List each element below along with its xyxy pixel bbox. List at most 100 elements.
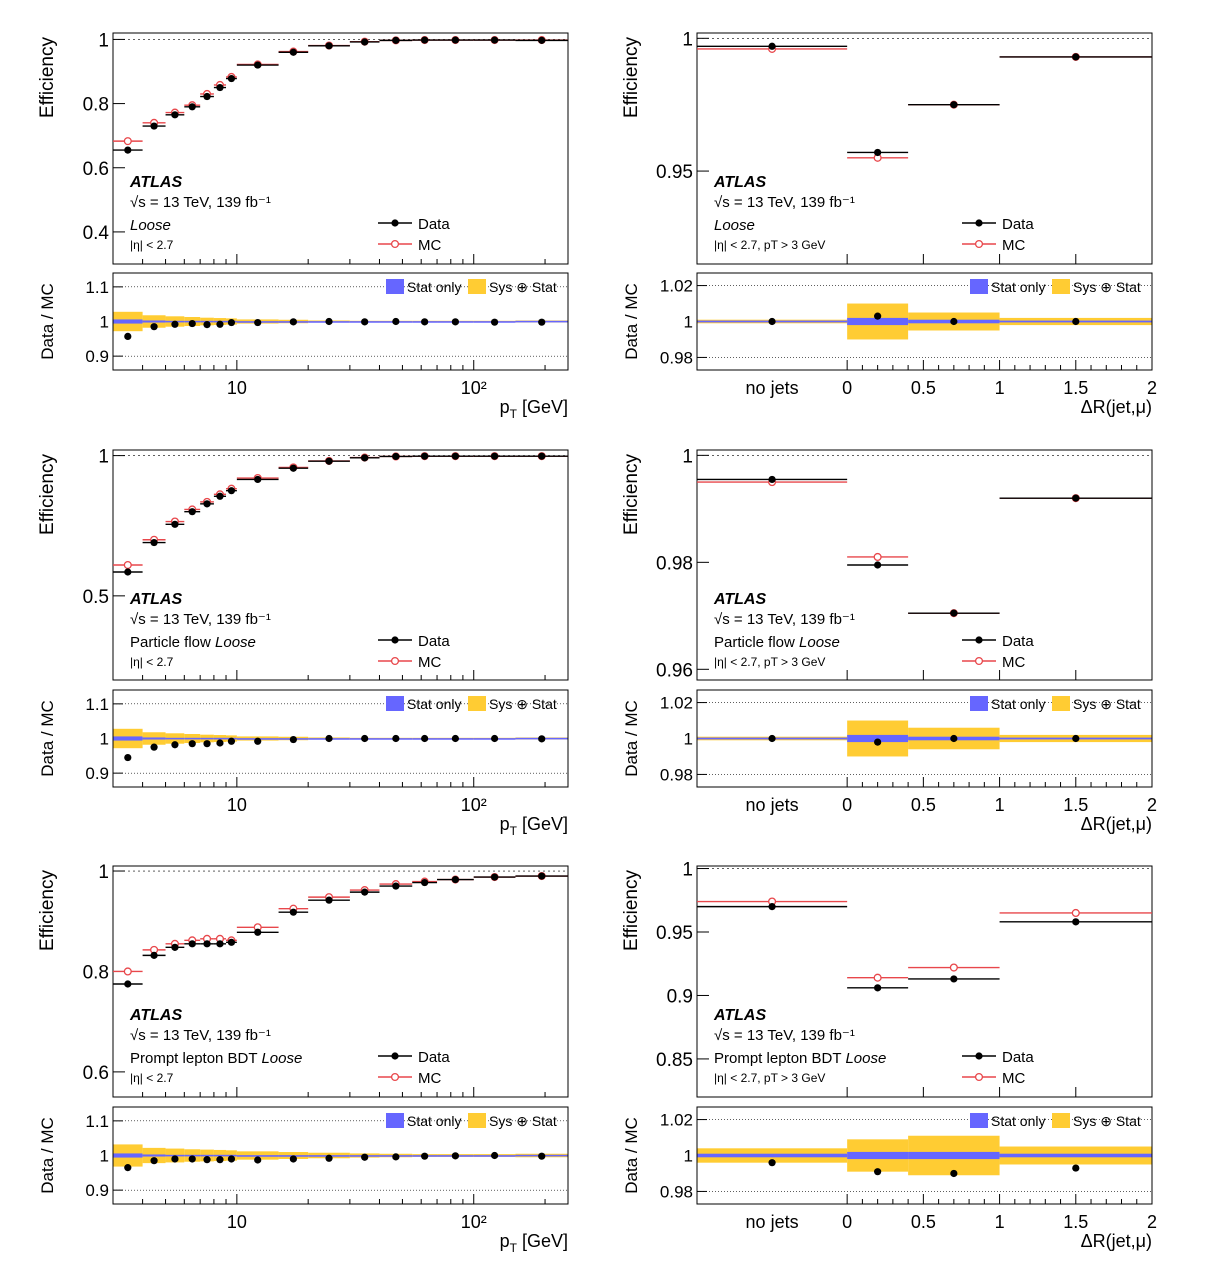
ratio-y-tick-label: 1.1: [85, 695, 109, 714]
ratio-point: [361, 318, 369, 326]
ratio-point: [188, 1155, 196, 1163]
ratio-point: [538, 1152, 546, 1160]
ratio-point: [171, 320, 179, 328]
ratio-point: [203, 740, 211, 748]
ratio-frame-outline: [112, 1106, 569, 1205]
ratio-point: [451, 1152, 459, 1160]
data-point: [874, 148, 882, 157]
data-point: [538, 452, 546, 460]
ratio-panel: 0.98 1 1.02 Data / MC Stat only Sys ⊕ Stat 0 0.…: [622, 272, 1157, 417]
ratio-frame-outline: [696, 689, 1153, 788]
x-tick-label: 0.5: [911, 378, 936, 398]
legend-sys-label: Sys ⊕ Stat: [489, 696, 557, 712]
stat-band: [184, 737, 201, 740]
data-point: [325, 42, 333, 50]
data-point: [874, 561, 882, 569]
legend-sys-swatch: [1052, 696, 1070, 711]
y-axis-title: Efficiency: [37, 37, 58, 118]
legend-mc-marker: [974, 1072, 984, 1082]
legend-stat-swatch: [386, 279, 404, 294]
y-tick-label: 1: [98, 447, 109, 468]
legend-sys-swatch: [468, 1113, 486, 1128]
selection-label: Prompt lepton BDT Loose: [130, 1050, 302, 1067]
ratio-point: [451, 734, 459, 743]
legend-stat-label: Stat only: [407, 1113, 461, 1129]
y-tick-label: 0.98: [656, 553, 693, 574]
ratio-point: [150, 1157, 158, 1165]
energy-label: √s = 13 TeV, 139 fb⁻¹: [714, 194, 855, 211]
legend-data-marker: [391, 1052, 399, 1060]
legend-data-label: Data: [1002, 633, 1034, 650]
stat-band: [847, 317, 909, 326]
data-point: [361, 38, 369, 46]
ratio-y-tick-label: 0.98: [660, 348, 693, 367]
y-tick-label: 0.96: [656, 660, 693, 681]
cut-label: |η| < 2.7: [130, 1071, 174, 1085]
ratio-y-tick-label: 0.98: [660, 1182, 693, 1201]
ratio-frame-outline: [112, 272, 569, 371]
cut-label: |η| < 2.7, pT > 3 GeV: [714, 1071, 825, 1085]
ratio-point: [490, 734, 499, 743]
ratio-y-tick-label: 1.02: [660, 277, 693, 296]
ratio-frame-outline: [696, 1106, 1153, 1205]
y-axis-title: Efficiency: [37, 454, 58, 535]
ratio-point: [1072, 734, 1080, 743]
cut-label: |η| < 2.7: [130, 238, 174, 252]
data-point: [289, 464, 297, 472]
data-point: [124, 980, 132, 988]
ratio-point: [203, 1156, 211, 1164]
ratio-point: [490, 1151, 499, 1160]
ratio-point: [188, 319, 196, 328]
ratio-panel: 0.98 1 1.02 Data / MC Stat only Sys ⊕ Stat 0 0.…: [622, 689, 1157, 834]
ratio-point: [216, 739, 224, 747]
data-point: [203, 500, 211, 508]
legend-sys-swatch: [468, 279, 486, 294]
y-axis-title: Efficiency: [621, 870, 642, 951]
ratio-y-axis-title: Data / MC: [622, 700, 641, 777]
y-tick-label: 1: [98, 862, 109, 883]
data-point: [538, 872, 546, 880]
energy-label: √s = 13 TeV, 139 fb⁻¹: [130, 1027, 271, 1044]
ratio-point: [421, 734, 429, 743]
stat-band: [213, 1154, 227, 1157]
data-point: [254, 928, 262, 936]
stat-band: [200, 1154, 214, 1157]
ratio-point: [950, 317, 958, 326]
x-axis-title: ΔR(jet,μ): [1081, 397, 1152, 417]
ratio-point: [874, 1168, 882, 1176]
ratio-point: [289, 318, 297, 326]
mc-point: [949, 963, 958, 972]
data-point: [451, 875, 459, 884]
ratio-point: [361, 734, 369, 743]
selection-label: Particle flow Loose: [714, 634, 840, 651]
ratio-point: [171, 741, 179, 749]
no-jets-label: no jets: [746, 1212, 799, 1232]
ratio-point: [227, 1155, 236, 1163]
data-point: [203, 940, 211, 948]
ratio-panel: 0.9 1 1.1 Data / MC Stat only Sys ⊕ Stat 10 10²…: [38, 272, 569, 421]
panel-2-dr: 0.85 0.9 0.95 1 Efficiency ATLAS √s = 13 TeV, …: [621, 860, 1157, 1251]
mc-point: [873, 973, 882, 982]
ratio-frame-outline: [696, 272, 1153, 371]
data-point: [451, 452, 459, 460]
legend-stat-swatch: [386, 696, 404, 711]
data-point: [490, 36, 499, 44]
stat-band: [142, 737, 166, 740]
legend-sys-label: Sys ⊕ Stat: [489, 1113, 557, 1129]
legend-stat-label: Stat only: [407, 279, 461, 295]
legend-sys-swatch: [468, 696, 486, 711]
legend-sys-label: Sys ⊕ Stat: [1073, 696, 1141, 712]
ratio-point: [171, 1155, 179, 1163]
atlas-label: ATLAS: [713, 591, 766, 608]
main-frame: [696, 865, 1153, 1098]
ratio-panel: 0.9 1 1.1 Data / MC Stat only Sys ⊕ Stat 10 10²…: [38, 689, 569, 838]
panel-1-dr: 0.96 0.98 1 Efficiency ATLAS √s = 13 TeV, 139…: [621, 446, 1157, 834]
data-point: [325, 457, 333, 465]
data-point: [325, 896, 333, 904]
ratio-point: [768, 317, 776, 326]
y-tick-label: 0.5: [83, 587, 109, 608]
x-tick-label: 10²: [461, 795, 487, 815]
ratio-point: [538, 735, 546, 743]
ratio-point: [768, 1159, 776, 1167]
x-tick-label: 10: [227, 378, 247, 398]
